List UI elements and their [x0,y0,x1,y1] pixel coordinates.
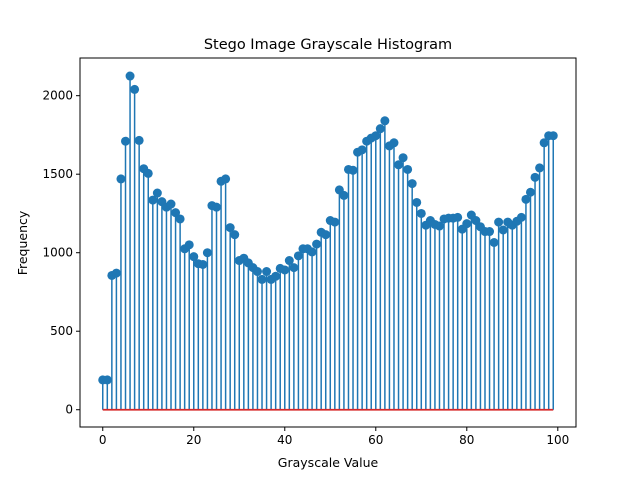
stem-marker [289,263,299,273]
stem-marker [280,265,290,275]
stem-marker [398,153,408,163]
stem-marker [111,268,121,278]
stem-marker [485,227,495,237]
stem-marker [539,138,549,148]
stem-marker [212,202,222,212]
stem-marker [307,247,317,257]
x-tick-label: 80 [459,433,474,447]
chart-title: Stego Image Grayscale Histogram [204,37,452,53]
stem-marker [225,223,235,233]
stem-marker [357,145,367,155]
stem-marker [202,248,212,258]
stem-marker [148,195,158,205]
stem-marker [175,214,185,224]
stem-marker [198,259,208,269]
stem-marker [257,274,267,284]
x-tick-label: 60 [368,433,383,447]
stem-marker [535,163,545,173]
markers [98,71,558,385]
stem-marker [407,179,417,189]
stem-marker [321,230,331,240]
stem-marker [348,165,358,175]
stem-marker [380,116,390,126]
y-tick-label: 1500 [42,167,73,181]
stem-marker [375,124,385,134]
stem-marker [453,212,463,222]
stem-marker [116,174,126,184]
stem-marker [494,217,504,227]
stem-marker [293,251,303,261]
stem-marker [548,131,558,141]
stem-marker [412,197,422,207]
stem-marker [489,238,499,247]
stem-marker [312,239,322,249]
stem-marker [262,267,272,277]
stem-marker [530,172,540,182]
stem-marker [252,267,262,277]
stem-marker [371,131,381,141]
stem-marker [471,216,481,226]
y-tick-label: 500 [50,324,73,338]
stem-marker [221,174,231,184]
stem-marker [403,164,413,174]
stem-marker [152,188,162,198]
stem-marker [516,212,526,222]
stem-marker [130,84,140,94]
stem-marker [416,208,426,218]
x-axis-label: Grayscale Value [278,455,379,470]
stem-marker [271,271,281,281]
stem-marker [102,375,112,385]
stem-marker [230,230,240,240]
stem-marker [434,221,444,231]
stem-marker [171,208,181,218]
y-axis-ticks: 0 500 1000 1500 2000 [42,89,80,417]
stem-marker [189,252,199,262]
stem-marker [525,187,535,197]
x-tick-label: 40 [277,433,292,447]
x-tick-label: 100 [546,433,569,447]
y-tick-label: 1000 [42,246,73,260]
stem-marker [339,190,349,200]
stem-marker [125,71,135,81]
plot-area [80,58,576,427]
stem-marker [521,194,531,204]
y-axis-label: Frequency [15,210,30,275]
stem-marker [462,219,472,229]
stem-marker [134,135,144,145]
y-tick-label: 0 [65,403,73,417]
stem-marker [143,168,153,178]
plot-frame [79,57,577,428]
stem-marker [184,240,194,250]
stem-marker [389,138,399,148]
y-tick-label: 2000 [42,89,73,103]
stem-marker [121,136,131,146]
stem-marker [284,256,294,266]
stem-marker [330,217,340,227]
stem-marker [166,199,176,209]
x-tick-label: 20 [186,433,201,447]
stem-marker [394,160,404,170]
stem-marker [498,225,508,235]
stems [102,76,554,410]
x-tick-label: 0 [99,433,107,447]
x-axis-ticks: 0 20 40 60 80 100 [99,427,569,447]
